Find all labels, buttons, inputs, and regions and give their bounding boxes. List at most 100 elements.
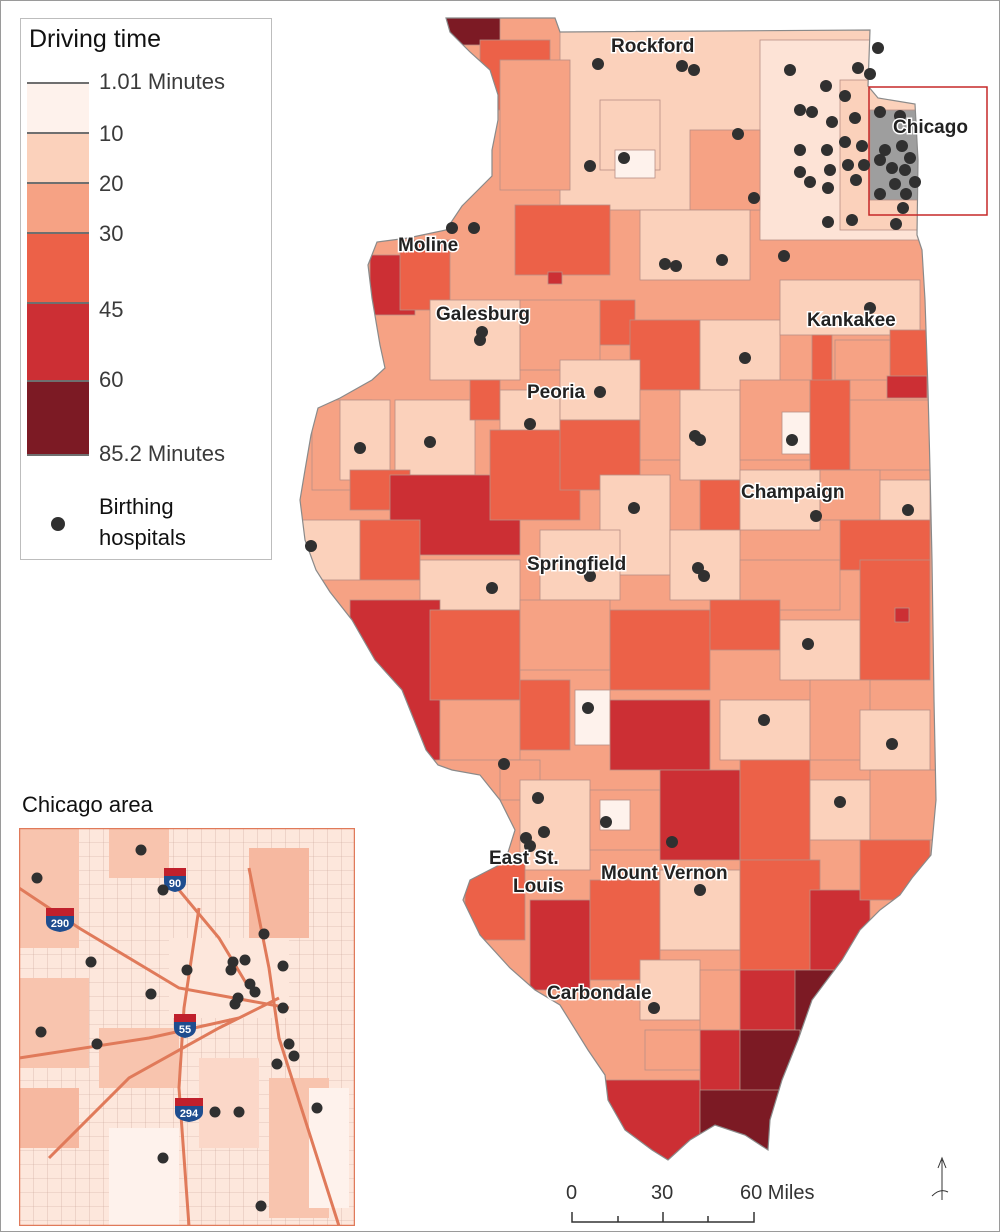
hospital-marker — [821, 144, 833, 156]
hospital-marker — [896, 140, 908, 152]
inset-border — [19, 828, 355, 1226]
legend-swatch-3 — [27, 183, 89, 233]
hospital-marker — [666, 836, 678, 848]
highway-number-294: 294 — [180, 1108, 199, 1120]
inset-hospital-marker — [233, 1106, 245, 1118]
hospital-marker — [874, 154, 886, 166]
hospital-marker — [474, 334, 486, 346]
city-label-mount-vernon: Mount Vernon — [601, 863, 728, 884]
hospital-marker — [618, 152, 630, 164]
inset-hospital-marker — [209, 1106, 221, 1118]
hospital-marker — [890, 218, 902, 230]
hospital-marker — [874, 106, 886, 118]
city-label-galesburg: Galesburg — [436, 304, 530, 325]
legend-swatch-2 — [27, 133, 89, 183]
highway-shield-55: 55 — [174, 1014, 196, 1038]
legend-break-label: 85.2 Minutes — [99, 441, 225, 466]
hospital-marker — [900, 188, 912, 200]
hospital-marker — [804, 176, 816, 188]
legend-break-label: 20 — [99, 171, 124, 196]
hospital-marker — [592, 58, 604, 70]
hospital-marker — [354, 442, 366, 454]
hospital-marker — [822, 182, 834, 194]
hospital-marker — [584, 160, 596, 172]
legend-break-tick — [27, 182, 89, 184]
hospital-marker — [498, 758, 510, 770]
north-arrow-icon — [931, 1156, 949, 1200]
hospital-marker — [748, 192, 760, 204]
inset-hospital-marker — [239, 954, 251, 966]
inset-hospital-marker — [277, 1002, 289, 1014]
legend-swatch-4 — [27, 233, 89, 303]
hospital-legend-line1: Birthing — [99, 494, 174, 519]
hospital-marker — [659, 258, 671, 270]
inset-hospital-marker — [232, 992, 244, 1004]
inset-hospital-marker — [135, 844, 147, 856]
hospital-marker — [899, 164, 911, 176]
scale-bar — [571, 1212, 755, 1223]
city-label-kankakee: Kankakee — [807, 310, 896, 331]
city-label-springfield: Springfield — [527, 554, 626, 575]
hospital-marker — [849, 112, 861, 124]
inset-hospital-markers — [31, 844, 323, 1212]
hospital-marker — [820, 80, 832, 92]
birthing-hospital-markers — [305, 42, 921, 1014]
legend-break-tick — [27, 454, 89, 456]
hospital-marker — [810, 510, 822, 522]
inset-hospital-marker — [258, 928, 270, 940]
hospital-marker — [826, 116, 838, 128]
highway-number-290: 290 — [51, 918, 69, 930]
hospital-marker — [716, 254, 728, 266]
hospital-marker — [904, 152, 916, 164]
highway-number-55: 55 — [179, 1024, 191, 1036]
hospital-marker — [424, 436, 436, 448]
inset-hospital-marker — [85, 956, 97, 968]
hospital-marker — [688, 64, 700, 76]
hospital-marker — [858, 159, 870, 171]
hospital-marker — [874, 188, 886, 200]
inset-hospital-marker — [91, 1038, 103, 1050]
hospital-marker — [822, 216, 834, 228]
city-label-chicago: Chicago — [893, 117, 968, 138]
legend-swatch-5 — [27, 303, 89, 381]
hospital-marker — [839, 90, 851, 102]
hospital-marker — [446, 222, 458, 234]
hospital-marker — [902, 504, 914, 516]
hospital-marker — [486, 582, 498, 594]
hospital-marker — [628, 502, 640, 514]
legend-break-label: 10 — [99, 121, 124, 146]
highway-shield-90: 90 — [164, 868, 186, 892]
inset-hospital-marker — [277, 960, 289, 972]
inset-hospital-marker — [271, 1058, 283, 1070]
hospital-marker — [879, 144, 891, 156]
hospital-marker — [806, 106, 818, 118]
hospital-marker — [538, 826, 550, 838]
hospital-marker — [670, 260, 682, 272]
hospital-marker — [794, 104, 806, 116]
legend-swatch-1 — [27, 83, 89, 133]
hospital-marker — [739, 352, 751, 364]
hospital-marker — [802, 638, 814, 650]
inset-hospital-marker — [283, 1038, 295, 1050]
hospital-marker — [856, 140, 868, 152]
hospital-legend-label: Birthing hospitals — [99, 491, 186, 553]
hospital-marker — [778, 250, 790, 262]
scale-label-30: 30 — [651, 1182, 674, 1204]
city-labels: Rockford Chicago Moline Galesburg Kankak… — [397, 35, 970, 1006]
hospital-marker — [694, 434, 706, 446]
hospital-marker — [909, 176, 921, 188]
inset-hospital-marker — [157, 884, 169, 896]
highway-shield-294: 294 — [175, 1098, 203, 1122]
hospital-marker — [468, 222, 480, 234]
inset-hospital-marker — [249, 986, 261, 998]
city-label-louis: Louis — [513, 876, 564, 897]
inset-hospital-marker — [311, 1102, 323, 1114]
city-label-east-st: East St. — [489, 848, 559, 869]
hospital-marker — [824, 164, 836, 176]
city-label-carbondale: Carbondale — [547, 983, 652, 1004]
city-label-rockford: Rockford — [611, 36, 694, 57]
legend-break-tick — [27, 132, 89, 134]
scale-label-60: 60 Miles — [740, 1182, 815, 1204]
hospital-marker — [582, 702, 594, 714]
